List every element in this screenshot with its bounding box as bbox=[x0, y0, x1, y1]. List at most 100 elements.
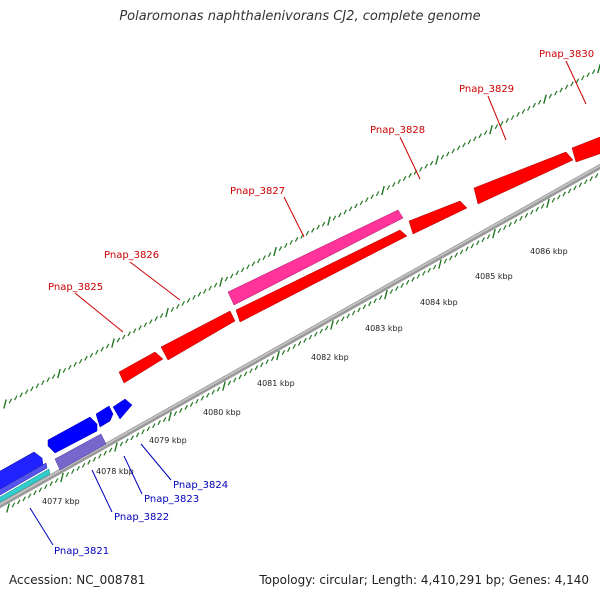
minor-tick bbox=[116, 337, 121, 343]
minor-tick bbox=[73, 361, 77, 367]
minor-tick bbox=[422, 270, 426, 276]
minor-tick bbox=[578, 182, 583, 188]
gene-reverse-large[interactable] bbox=[0, 451, 44, 492]
gene-reverse-blue-track[interactable] bbox=[0, 462, 48, 498]
minor-tick bbox=[213, 282, 218, 288]
minor-tick bbox=[149, 319, 153, 325]
minor-tick bbox=[122, 334, 126, 340]
label-pnap-3825[interactable]: Pnap_3825 bbox=[48, 282, 103, 293]
minor-tick bbox=[562, 191, 566, 197]
major-tick bbox=[273, 246, 277, 257]
minor-tick bbox=[535, 206, 539, 212]
kbp-label: 4079 kbp bbox=[149, 436, 187, 445]
minor-tick bbox=[427, 267, 431, 273]
minor-tick bbox=[354, 203, 358, 209]
major-tick bbox=[438, 259, 442, 269]
kbp-label: 4083 kbp bbox=[365, 324, 403, 333]
minor-tick bbox=[152, 423, 156, 429]
major-tick bbox=[489, 124, 493, 135]
minor-tick bbox=[267, 252, 272, 258]
minor-tick bbox=[35, 383, 40, 389]
gene-pnap-3825[interactable] bbox=[118, 351, 164, 384]
kbp-label: 4086 kbp bbox=[530, 247, 568, 256]
minor-tick bbox=[65, 471, 70, 477]
forward-gene-labels: Pnap_3825 Pnap_3826 Pnap_3827 Pnap_3828 … bbox=[48, 49, 594, 333]
gene-pnap-3824-b[interactable] bbox=[112, 398, 133, 420]
minor-tick bbox=[564, 84, 569, 90]
label-pnap-3829[interactable]: Pnap_3829 bbox=[459, 84, 514, 95]
reverse-strand-genes bbox=[0, 398, 133, 505]
label-pnap-3823[interactable]: Pnap_3823 bbox=[144, 494, 199, 505]
minor-tick bbox=[254, 365, 259, 371]
major-tick bbox=[111, 338, 115, 348]
minor-tick bbox=[22, 496, 26, 502]
minor-tick bbox=[108, 447, 113, 453]
major-tick bbox=[168, 411, 172, 422]
minor-tick bbox=[192, 294, 196, 300]
minor-tick bbox=[154, 316, 158, 322]
minor-tick bbox=[370, 194, 374, 200]
leader-line bbox=[129, 261, 181, 301]
major-tick bbox=[114, 442, 118, 452]
minor-tick bbox=[405, 279, 410, 285]
label-pnap-3826[interactable]: Pnap_3826 bbox=[104, 250, 159, 261]
minor-tick bbox=[570, 81, 574, 87]
minor-tick bbox=[348, 206, 353, 212]
minor-tick bbox=[324, 325, 329, 331]
kbp-axis-labels: 4077 kbp 4078 kbp 4079 kbp 4080 kbp 4081… bbox=[42, 247, 568, 506]
label-pnap-3821[interactable]: Pnap_3821 bbox=[54, 546, 109, 557]
minor-tick bbox=[357, 307, 361, 313]
gene-pnap-3824-a[interactable] bbox=[95, 405, 114, 428]
gene-pnap-3827[interactable] bbox=[227, 209, 404, 306]
minor-tick bbox=[84, 355, 88, 361]
minor-tick bbox=[365, 197, 369, 203]
minor-tick bbox=[503, 225, 507, 231]
minor-tick bbox=[494, 124, 499, 130]
gene-pnap-3822[interactable] bbox=[54, 433, 107, 471]
gene-pnap-3821[interactable] bbox=[0, 468, 51, 505]
minor-tick bbox=[103, 450, 107, 456]
minor-tick bbox=[462, 142, 466, 148]
minor-tick bbox=[238, 374, 242, 380]
minor-tick bbox=[419, 166, 423, 172]
major-tick bbox=[3, 399, 7, 409]
minor-tick bbox=[143, 322, 148, 328]
minor-tick bbox=[287, 346, 291, 352]
gene-pnap-3828[interactable] bbox=[235, 229, 408, 323]
minor-tick bbox=[305, 230, 310, 236]
gene-pnap-3829[interactable] bbox=[408, 200, 468, 235]
minor-tick bbox=[530, 209, 534, 215]
minor-tick bbox=[308, 334, 313, 340]
minor-tick bbox=[51, 374, 56, 380]
gene-pnap-3826[interactable] bbox=[160, 310, 236, 361]
minor-tick bbox=[87, 459, 91, 465]
leader-line bbox=[565, 60, 587, 105]
kbp-label: 4080 kbp bbox=[203, 408, 241, 417]
outer-tick-track bbox=[3, 63, 600, 409]
label-pnap-3830[interactable]: Pnap_3830 bbox=[539, 49, 594, 60]
minor-tick bbox=[332, 215, 337, 221]
minor-tick bbox=[321, 221, 326, 227]
minor-tick bbox=[176, 303, 180, 309]
minor-tick bbox=[440, 154, 445, 160]
label-pnap-3828[interactable]: Pnap_3828 bbox=[370, 125, 425, 136]
minor-tick bbox=[278, 246, 283, 252]
minor-tick bbox=[216, 386, 221, 392]
major-tick bbox=[384, 289, 388, 300]
label-pnap-3822[interactable]: Pnap_3822 bbox=[114, 512, 169, 523]
minor-tick bbox=[467, 139, 472, 145]
label-pnap-3824[interactable]: Pnap_3824 bbox=[173, 480, 228, 491]
minor-tick bbox=[262, 255, 266, 261]
label-pnap-3827[interactable]: Pnap_3827 bbox=[230, 186, 285, 197]
gene-pnap-3830[interactable] bbox=[473, 151, 574, 205]
major-tick bbox=[57, 368, 61, 379]
leader-line bbox=[123, 455, 143, 495]
minor-tick bbox=[481, 237, 485, 243]
minor-tick bbox=[119, 441, 124, 447]
minor-tick bbox=[162, 417, 167, 423]
gene-pnap-3823[interactable] bbox=[47, 416, 98, 454]
kbp-label: 4082 kbp bbox=[311, 353, 349, 362]
gene-forward-edge[interactable] bbox=[571, 135, 600, 163]
kbp-label: 4078 kbp bbox=[96, 467, 134, 476]
minor-tick bbox=[537, 99, 542, 105]
